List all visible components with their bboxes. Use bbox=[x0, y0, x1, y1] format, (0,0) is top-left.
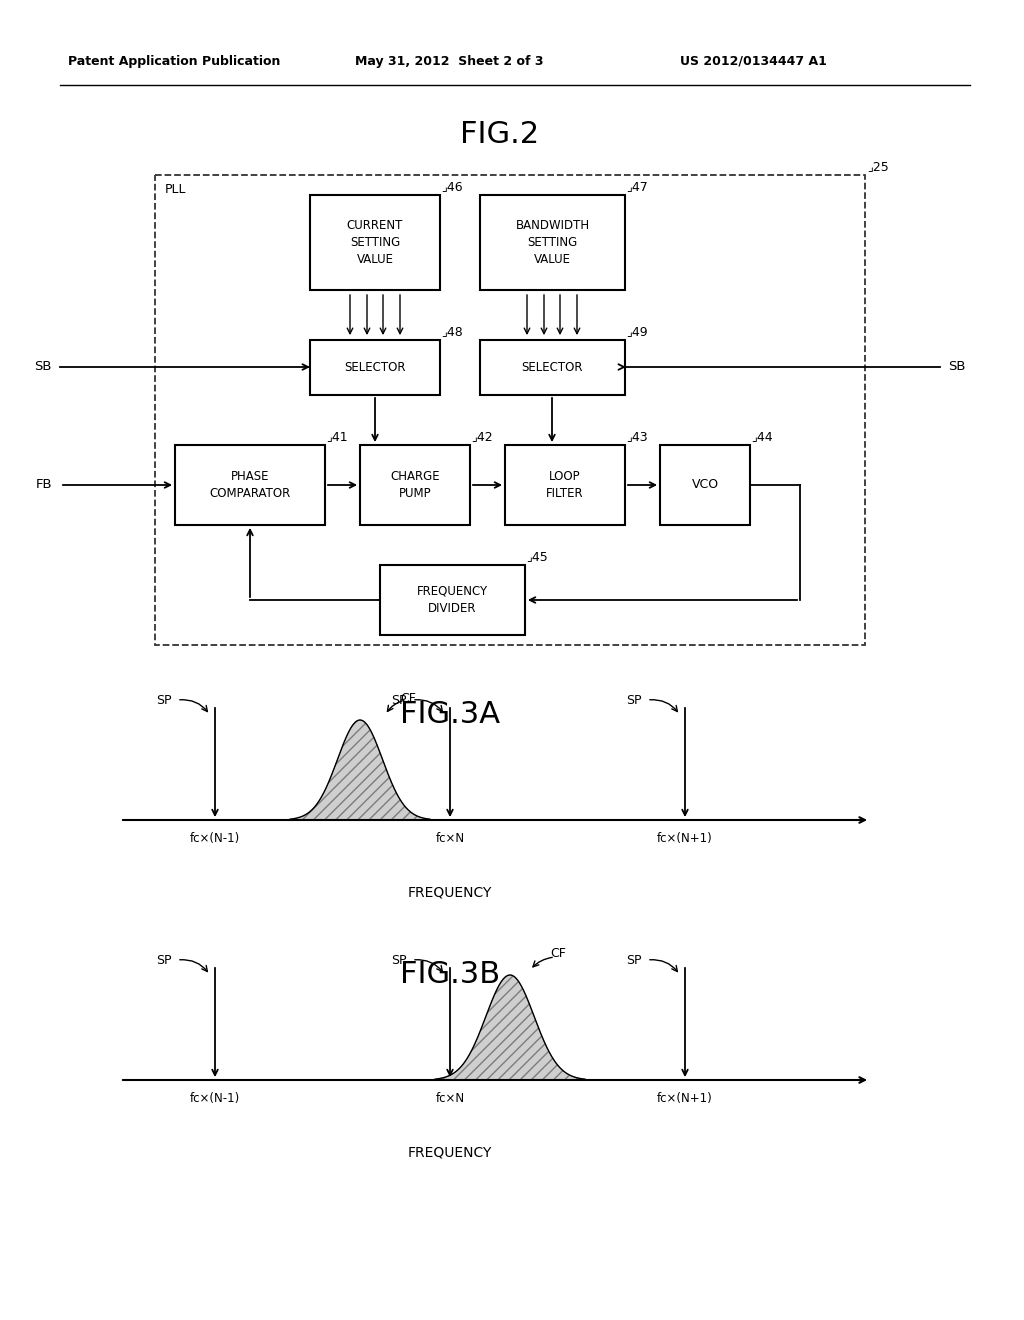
Text: SELECTOR: SELECTOR bbox=[344, 360, 406, 374]
Text: FREQUENCY
DIVIDER: FREQUENCY DIVIDER bbox=[417, 585, 488, 615]
Text: CHARGE
PUMP: CHARGE PUMP bbox=[390, 470, 440, 500]
Text: CF: CF bbox=[400, 692, 416, 705]
Text: VCO: VCO bbox=[691, 479, 719, 491]
Text: SP: SP bbox=[157, 953, 172, 966]
Bar bbox=[310, 341, 440, 395]
Text: fc×(N-1): fc×(N-1) bbox=[189, 832, 240, 845]
Bar bbox=[155, 176, 865, 645]
Text: ⌟46: ⌟46 bbox=[441, 180, 463, 193]
Text: SP: SP bbox=[391, 693, 407, 706]
Text: SB: SB bbox=[948, 360, 966, 374]
Bar bbox=[380, 565, 525, 635]
Text: ⌟47: ⌟47 bbox=[626, 180, 648, 193]
Text: FIG.3B: FIG.3B bbox=[400, 960, 500, 989]
Bar bbox=[660, 445, 750, 525]
Text: PHASE
COMPARATOR: PHASE COMPARATOR bbox=[209, 470, 291, 500]
Text: FREQUENCY: FREQUENCY bbox=[408, 884, 493, 899]
Text: CURRENT
SETTING
VALUE: CURRENT SETTING VALUE bbox=[347, 219, 403, 267]
Text: fc×(N-1): fc×(N-1) bbox=[189, 1092, 240, 1105]
Text: ⌟42: ⌟42 bbox=[471, 430, 493, 444]
Text: ⌟43: ⌟43 bbox=[626, 430, 647, 444]
Bar bbox=[310, 195, 440, 290]
Text: fc×(N+1): fc×(N+1) bbox=[657, 832, 713, 845]
Text: SB: SB bbox=[35, 360, 52, 374]
Text: FREQUENCY: FREQUENCY bbox=[408, 1144, 493, 1159]
Text: May 31, 2012  Sheet 2 of 3: May 31, 2012 Sheet 2 of 3 bbox=[355, 55, 544, 69]
Bar bbox=[480, 195, 625, 290]
Text: ⌟41: ⌟41 bbox=[326, 430, 347, 444]
Bar bbox=[505, 445, 625, 525]
Text: SP: SP bbox=[391, 953, 407, 966]
Text: fc×N: fc×N bbox=[435, 832, 465, 845]
Text: ⌟45: ⌟45 bbox=[526, 550, 548, 564]
Text: ⌟44: ⌟44 bbox=[751, 430, 773, 444]
Text: FIG.2: FIG.2 bbox=[461, 120, 540, 149]
Text: US 2012/0134447 A1: US 2012/0134447 A1 bbox=[680, 55, 826, 69]
Text: LOOP
FILTER: LOOP FILTER bbox=[546, 470, 584, 500]
Text: SELECTOR: SELECTOR bbox=[522, 360, 584, 374]
Text: fc×N: fc×N bbox=[435, 1092, 465, 1105]
Text: FB: FB bbox=[36, 479, 52, 491]
Text: SP: SP bbox=[157, 693, 172, 706]
Text: ⌟25: ⌟25 bbox=[867, 160, 889, 173]
Bar bbox=[360, 445, 470, 525]
Text: Patent Application Publication: Patent Application Publication bbox=[68, 55, 281, 69]
Text: PLL: PLL bbox=[165, 183, 186, 195]
Text: FIG.3A: FIG.3A bbox=[400, 700, 500, 729]
Text: SP: SP bbox=[627, 693, 642, 706]
Bar bbox=[480, 341, 625, 395]
Text: BANDWIDTH
SETTING
VALUE: BANDWIDTH SETTING VALUE bbox=[515, 219, 590, 267]
Bar bbox=[175, 445, 325, 525]
Text: fc×(N+1): fc×(N+1) bbox=[657, 1092, 713, 1105]
Text: ⌟49: ⌟49 bbox=[626, 325, 647, 338]
Text: SP: SP bbox=[627, 953, 642, 966]
Text: ⌟48: ⌟48 bbox=[441, 325, 463, 338]
Text: CF: CF bbox=[550, 946, 566, 960]
